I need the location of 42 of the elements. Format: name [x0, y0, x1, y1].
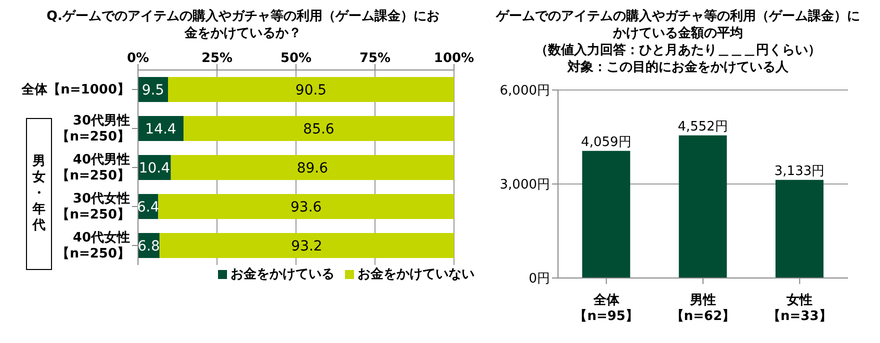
- data-label: 93.2: [291, 238, 322, 254]
- data-label: 4,552円: [678, 119, 728, 134]
- x-tick-label: 0%: [126, 51, 150, 66]
- data-label: 93.6: [290, 199, 322, 216]
- bar: [170, 155, 454, 180]
- data-label: 85.6: [303, 121, 334, 138]
- data-label: 6.8: [138, 238, 160, 254]
- y-tick-label: 40代女性【n=250】: [56, 230, 130, 262]
- bar: [158, 194, 454, 220]
- x-tick-label: 男性【n=62】: [670, 293, 736, 324]
- bar: [776, 180, 824, 278]
- bar: [159, 233, 454, 258]
- x-tick-label: 50%: [280, 51, 312, 66]
- bar: [582, 150, 630, 278]
- y-tick-label: 30代女性【n=250】: [56, 192, 130, 222]
- bar: [678, 135, 727, 278]
- data-label: 3,133円: [774, 164, 825, 179]
- y-tick-label: 30代男性【n=250】: [56, 114, 130, 144]
- data-label: 14.4: [145, 121, 176, 138]
- data-label: 10.4: [138, 160, 170, 176]
- x-tick-label: 女性【n=33】: [768, 293, 832, 324]
- bar: [184, 116, 454, 142]
- x-tick-label: 75%: [359, 51, 391, 66]
- x-tick-label: 25%: [201, 51, 233, 66]
- x-tick-label: 100%: [434, 51, 474, 66]
- y-tick-label: 6,000円: [500, 84, 550, 99]
- y-tick-label: 3,000円: [500, 178, 550, 193]
- y-tick-label: 40代男性【n=250】: [56, 152, 130, 184]
- group-box: 男女・年代: [26, 118, 52, 270]
- data-label: 89.6: [296, 160, 328, 176]
- legend-label: お金をかけている: [230, 267, 334, 282]
- data-label: 90.5: [295, 82, 327, 98]
- chart-subtitle: （数値入力回答：ひと月あたり＿＿＿円くらい）対象：この目的にお金をかけている人: [534, 42, 822, 76]
- legend-label: お金をかけていない: [358, 267, 474, 282]
- chart-title: Q.ゲームでのアイテムの購入やガチャ等の利用（ゲーム課金）にお金をかけているか？: [46, 8, 440, 42]
- data-label: 9.5: [142, 82, 164, 98]
- y-tick-label: 0円: [528, 272, 550, 287]
- chart-title: ゲームでのアイテムの購入やガチャ等の利用（ゲーム課金）にかけている金額の平均: [494, 8, 861, 42]
- bar: [168, 77, 454, 102]
- y-tick-label: 全体【n=1000】: [20, 82, 130, 98]
- x-tick-label: 全体【n=95】: [574, 293, 638, 324]
- data-label: 4,059円: [581, 134, 632, 150]
